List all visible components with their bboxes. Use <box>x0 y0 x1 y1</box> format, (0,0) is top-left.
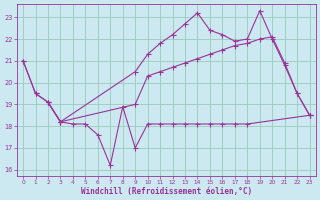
X-axis label: Windchill (Refroidissement éolien,°C): Windchill (Refroidissement éolien,°C) <box>81 187 252 196</box>
